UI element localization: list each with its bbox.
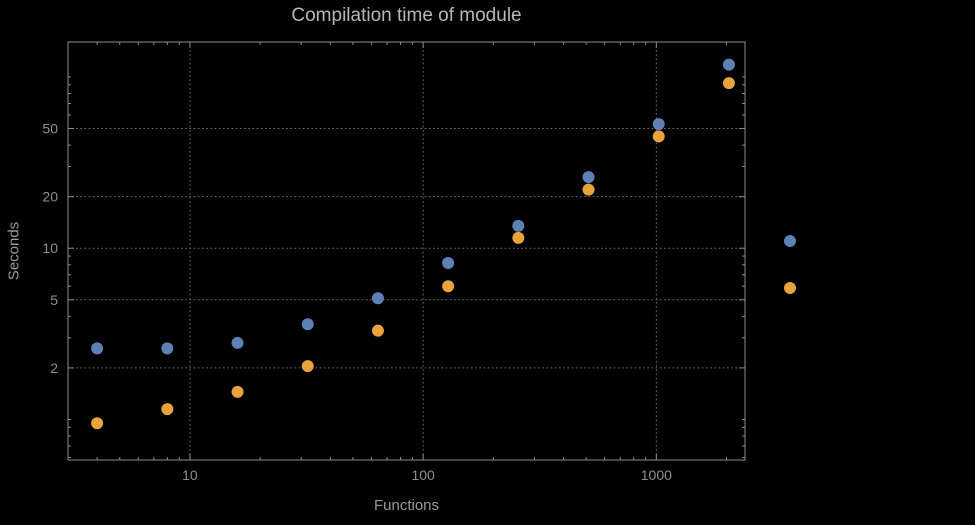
data-point xyxy=(582,171,595,184)
data-point xyxy=(231,385,244,398)
legend xyxy=(784,235,796,294)
data-point xyxy=(301,318,314,331)
gridlines xyxy=(67,41,746,461)
x-tick-label: 1000 xyxy=(641,467,672,483)
data-point xyxy=(91,342,104,355)
data-point xyxy=(161,342,174,355)
data-point xyxy=(231,336,244,349)
data-point xyxy=(442,256,455,269)
data-point xyxy=(91,417,104,430)
data-point xyxy=(301,360,314,373)
data-point xyxy=(512,231,525,244)
data-point xyxy=(652,118,665,131)
y-tick-label: 5 xyxy=(50,292,58,308)
plot-frame xyxy=(67,41,746,461)
data-point xyxy=(161,403,174,416)
data-point xyxy=(512,219,525,232)
chart-title: Compilation time of module xyxy=(291,5,522,26)
x-axis-label: Functions xyxy=(373,497,440,514)
data-point xyxy=(722,77,735,90)
tick-labels: 10 100 1000 2 5 10 20 50 xyxy=(42,121,672,483)
y-tick-label: 10 xyxy=(42,240,58,256)
data-point xyxy=(652,130,665,143)
x-tick-label: 10 xyxy=(182,467,198,483)
y-tick-label: 2 xyxy=(50,360,58,376)
series-2-points xyxy=(91,77,735,430)
data-point xyxy=(371,292,384,305)
y-tick-label: 50 xyxy=(42,121,58,137)
legend-marker xyxy=(784,282,796,294)
x-tick-label: 100 xyxy=(411,467,435,483)
data-point xyxy=(371,324,384,337)
data-point xyxy=(442,280,455,293)
data-point xyxy=(582,183,595,196)
tick-marks xyxy=(68,42,745,460)
series-1-points xyxy=(91,58,735,355)
data-point xyxy=(722,58,735,71)
y-axis-label: Seconds xyxy=(5,221,23,281)
legend-marker xyxy=(784,235,796,247)
y-tick-label: 20 xyxy=(42,189,58,205)
